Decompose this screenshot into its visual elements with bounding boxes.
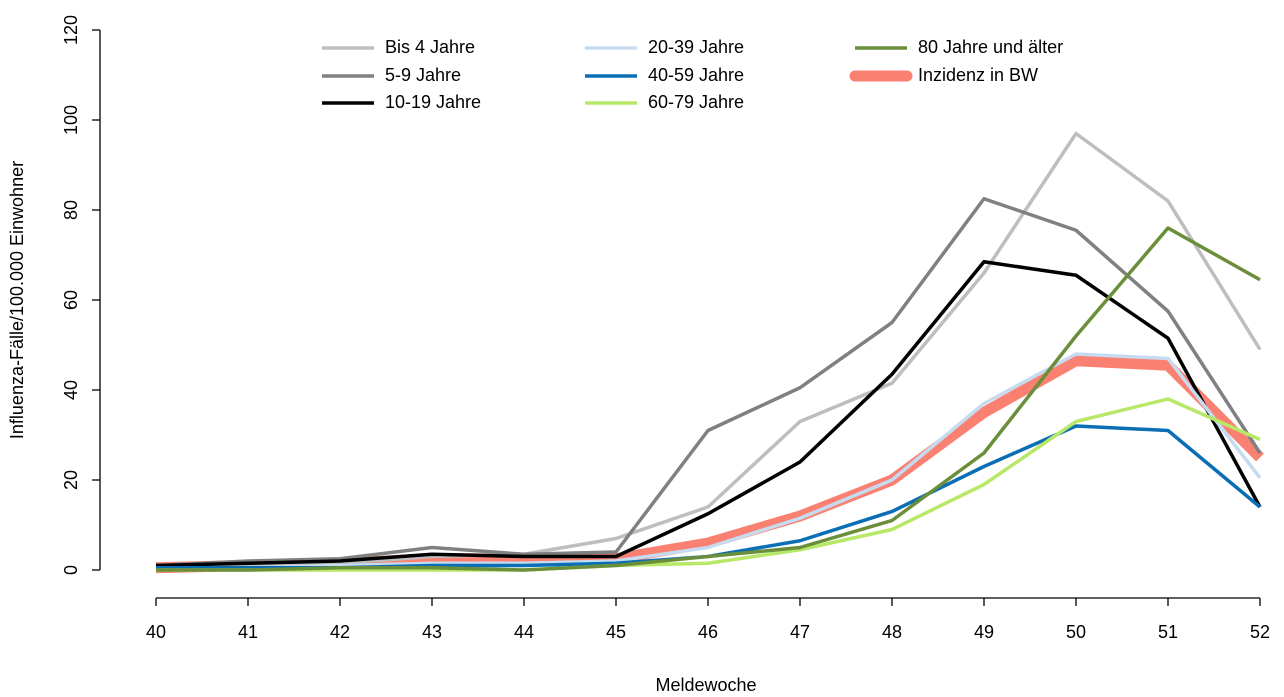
x-tick-label: 44 <box>514 622 534 642</box>
y-tick-label: 20 <box>61 470 81 490</box>
series-line <box>155 260 1262 568</box>
y-tick-label: 0 <box>61 565 81 575</box>
y-tick-label: 60 <box>61 290 81 310</box>
x-tick-label: 52 <box>1250 622 1270 642</box>
series-line <box>156 226 1261 572</box>
x-tick-label: 42 <box>330 622 350 642</box>
x-tick-label: 51 <box>1158 622 1178 642</box>
legend-label: 60-79 Jahre <box>648 92 744 112</box>
x-tick-label: 40 <box>146 622 166 642</box>
x-tick-label: 48 <box>882 622 902 642</box>
legend-label: 40-59 Jahre <box>648 65 744 85</box>
series-line <box>156 397 1261 572</box>
x-tick-label: 41 <box>238 622 258 642</box>
x-tick-label: 50 <box>1066 622 1086 642</box>
y-tick-label: 40 <box>61 380 81 400</box>
legend-label: 5-9 Jahre <box>385 65 461 85</box>
x-tick-label: 43 <box>422 622 442 642</box>
x-tick-label: 49 <box>974 622 994 642</box>
legend-label: 80 Jahre und älter <box>918 37 1063 57</box>
y-tick-label: 120 <box>61 15 81 45</box>
y-tick-label: 80 <box>61 200 81 220</box>
series-line <box>155 131 1262 570</box>
legend-label: Inzidenz in BW <box>918 65 1038 85</box>
x-tick-label: 47 <box>790 622 810 642</box>
series-line <box>156 352 1262 570</box>
x-tick-label: 45 <box>606 622 626 642</box>
y-axis-label: Influenza-Fälle/100.000 Einwohner <box>7 161 27 439</box>
x-tick-label: 46 <box>698 622 718 642</box>
legend-label: 10-19 Jahre <box>385 92 481 112</box>
legend-label: Bis 4 Jahre <box>385 37 475 57</box>
x-axis-label: Meldewoche <box>655 675 756 695</box>
legend-label: 20-39 Jahre <box>648 37 744 57</box>
series-line <box>155 197 1262 568</box>
series-line <box>155 355 1264 574</box>
y-tick-label: 100 <box>61 105 81 135</box>
